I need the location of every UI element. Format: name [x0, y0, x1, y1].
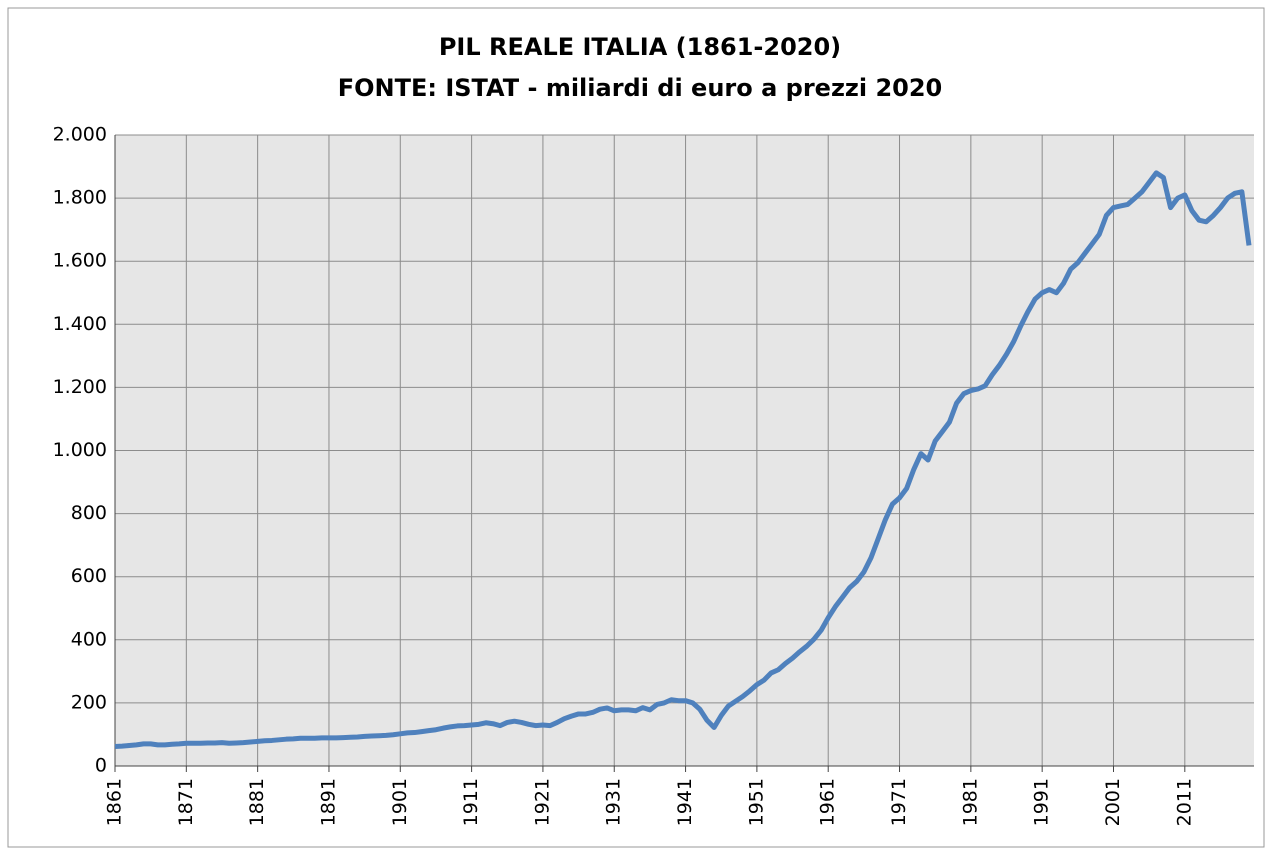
y-tick-label: 1.600 [53, 250, 107, 272]
x-tick-label: 2011 [1173, 778, 1195, 826]
y-tick-label: 1.800 [53, 187, 107, 209]
x-tick-label: 1991 [1031, 778, 1053, 826]
data-line [114, 170, 1252, 749]
y-tick-label: 400 [71, 628, 107, 650]
x-tick-label: 1961 [817, 778, 839, 826]
x-tick-label: 1891 [317, 778, 339, 826]
y-tick-label: 1.000 [53, 439, 107, 461]
x-tick-label: 1981 [959, 778, 981, 826]
x-tick-label: 1971 [888, 778, 910, 826]
x-tick-label: 1871 [175, 778, 197, 826]
y-tick-label: 2.000 [53, 124, 107, 146]
y-tick-label: 0 [95, 755, 107, 777]
x-tick-label: 1941 [674, 778, 696, 826]
chart-title: PIL REALE ITALIA (1861-2020) [439, 33, 841, 61]
x-tick-label: 2001 [1102, 778, 1124, 826]
x-tick-label: 1911 [460, 778, 482, 826]
x-tick-label: 1881 [246, 778, 268, 826]
y-tick-label: 200 [71, 691, 107, 713]
x-tick-label: 1951 [745, 778, 767, 826]
y-tick-label: 800 [71, 502, 107, 524]
y-tick-label: 600 [71, 565, 107, 587]
x-tick-label: 1901 [389, 778, 411, 826]
y-tick-label: 1.400 [53, 313, 107, 335]
chart-subtitle: FONTE: ISTAT - miliardi di euro a prezzi… [338, 74, 943, 102]
x-tick-label: 1861 [104, 778, 126, 826]
x-tick-label: 1921 [531, 778, 553, 826]
x-tick-label: 1931 [603, 778, 625, 826]
y-tick-label: 1.200 [53, 376, 107, 398]
